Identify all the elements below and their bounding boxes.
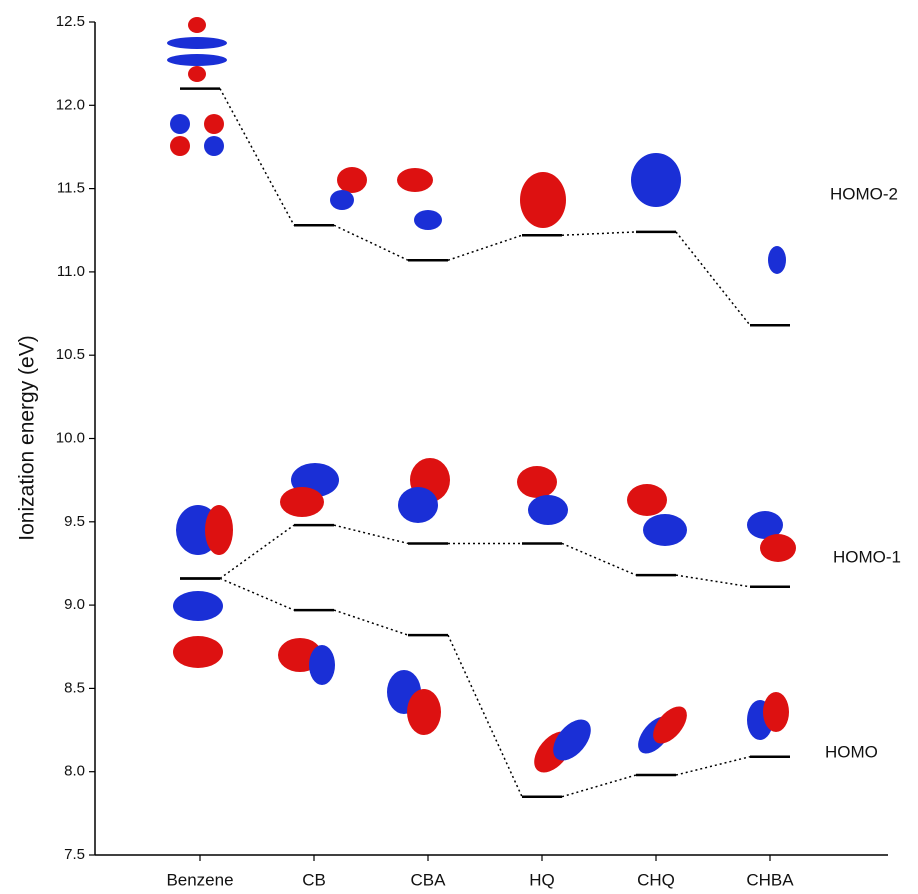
orbital-lobe xyxy=(407,689,441,735)
level-connector xyxy=(334,610,408,635)
x-tick-label: HQ xyxy=(529,870,555,889)
orbital-lobe xyxy=(627,484,667,516)
chart: Ionization energy (eV) xyxy=(0,0,918,894)
y-tick-label: 12.0 xyxy=(56,96,85,113)
y-tick-label: 9.0 xyxy=(64,596,85,613)
level-connector xyxy=(220,578,294,610)
orbital-lobe xyxy=(205,505,233,555)
orbital-lobe xyxy=(528,495,568,525)
orbital-decorations xyxy=(167,17,796,779)
y-tick-label: 7.5 xyxy=(64,846,85,863)
level-name: HOMO-1 xyxy=(833,547,901,566)
level-connector xyxy=(562,775,636,797)
y-tick-label: 9.5 xyxy=(64,513,85,530)
orbital-lobe xyxy=(309,645,335,685)
y-tick-label: 10.5 xyxy=(56,346,85,363)
x-tick-label: Benzene xyxy=(166,870,233,889)
orbital-lobe xyxy=(167,54,227,66)
orbital-lobe xyxy=(631,153,681,207)
orbital-lobe xyxy=(517,466,557,498)
orbital-lobe xyxy=(204,136,224,156)
orbital-lobe xyxy=(763,692,789,732)
level-connector xyxy=(448,635,522,797)
x-tick-label: CHBA xyxy=(746,870,794,889)
level-connector xyxy=(676,757,750,775)
orbital-lobe xyxy=(173,636,223,668)
orbital-lobe xyxy=(337,167,367,193)
y-axis-label: Ionization energy (eV) xyxy=(16,335,39,540)
orbital-lobe xyxy=(167,37,227,49)
orbital-lobe xyxy=(643,514,687,546)
level-name: HOMO-2 xyxy=(830,184,898,203)
orbital-lobe xyxy=(173,591,223,621)
orbital-lobe xyxy=(398,487,438,523)
level-connector xyxy=(448,235,522,260)
level-connector xyxy=(676,575,750,587)
orbital-lobe xyxy=(330,190,354,210)
x-tick-label: CBA xyxy=(411,870,447,889)
y-tick-label: 11.0 xyxy=(57,263,85,280)
level-connector xyxy=(334,525,408,543)
y-tick-label: 10.0 xyxy=(56,429,85,446)
y-tick-label: 11.5 xyxy=(57,180,85,197)
orbital-lobe xyxy=(170,114,190,134)
orbital-lobe xyxy=(204,114,224,134)
orbital-lobe xyxy=(188,17,206,33)
level-name: HOMO xyxy=(825,742,878,761)
orbital-lobe xyxy=(280,487,324,517)
orbital-lobe xyxy=(768,246,786,274)
x-tick-label: CHQ xyxy=(637,870,675,889)
y-tick-label: 8.0 xyxy=(64,763,85,780)
y-tick-label: 8.5 xyxy=(64,679,85,696)
orbital-lobe xyxy=(170,136,190,156)
orbital-lobe xyxy=(188,66,206,82)
orbital-lobe xyxy=(397,168,433,192)
level-connector xyxy=(220,89,294,226)
orbital-lobe xyxy=(520,172,566,228)
level-connector xyxy=(562,232,636,235)
y-tick-label: 12.5 xyxy=(56,13,85,30)
orbital-lobe xyxy=(760,534,796,562)
x-tick-label: CB xyxy=(302,870,326,889)
level-connector xyxy=(562,543,636,575)
level-connector xyxy=(334,225,408,260)
level-connector xyxy=(676,232,750,325)
orbital-lobe xyxy=(414,210,442,230)
